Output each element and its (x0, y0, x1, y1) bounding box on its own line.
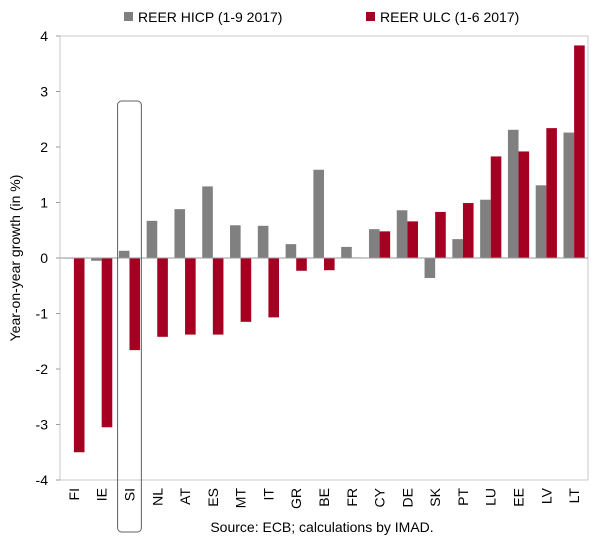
x-tick-label-fr: FR (344, 488, 360, 507)
x-tick-label-es: ES (205, 488, 221, 507)
x-tick-label-ie: IE (94, 488, 110, 501)
bar-hicp-ie (91, 258, 102, 261)
bar-hicp-be (313, 169, 324, 258)
legend-label-ulc: REER ULC (1-6 2017) (380, 9, 519, 25)
x-tick-label-pt: PT (455, 488, 471, 506)
bar-ulc-cy (379, 231, 391, 258)
bar-ulc-at (185, 258, 196, 335)
x-tick-label-mt: MT (233, 488, 249, 509)
bar-hicp-fr (341, 246, 352, 258)
x-tick-label-be: BE (316, 488, 332, 507)
bar-ulc-fi (73, 258, 85, 453)
bar-hicp-it (257, 225, 269, 258)
bar-ulc-sk (435, 211, 446, 258)
x-tick-label-sk: SK (427, 487, 443, 506)
bar-ulc-gr (296, 258, 307, 271)
bar-hicp-gr (285, 244, 297, 258)
bar-ulc-be (324, 258, 335, 271)
bar-hicp-es (202, 186, 213, 258)
x-tick-label-it: IT (260, 488, 276, 501)
y-tick-label: -2 (36, 361, 49, 377)
y-tick-label: -1 (36, 306, 49, 322)
bar-hicp-lu (480, 199, 491, 258)
bar-ulc-nl (157, 258, 168, 337)
bar-ulc-mt (240, 258, 252, 322)
source-note: Source: ECB; calculations by IMAD. (210, 519, 433, 535)
x-tick-label-lv: LV (538, 487, 554, 504)
bars (63, 45, 585, 453)
bar-hicp-at (174, 209, 186, 258)
legend-swatch-ulc (366, 12, 375, 21)
bar-hicp-cy (368, 229, 380, 258)
legend-label-hicp: REER HICP (1-9 2017) (138, 9, 282, 25)
bar-hicp-sk (424, 258, 436, 278)
bar-ulc-de (407, 221, 418, 258)
bar-ulc-si (129, 258, 141, 351)
bar-ulc-es (212, 258, 224, 335)
x-tick-label-lt: LT (566, 488, 582, 504)
bar-ulc-lt (574, 45, 585, 259)
bar-hicp-pt (452, 239, 463, 258)
x-tick-label-si: SI (121, 488, 137, 501)
bar-hicp-mt (230, 225, 241, 258)
legend: REER HICP (1-9 2017) REER ULC (1-6 2017) (124, 9, 519, 25)
x-tick-label-ee: EE (511, 488, 527, 507)
x-tick-label-gr: GR (288, 488, 304, 509)
bar-ulc-ee (518, 151, 530, 258)
x-tick-label-cy: CY (372, 487, 388, 507)
y-axis-label: Year-on-year growth (in %) (7, 175, 23, 342)
bar-hicp-lv (535, 185, 547, 258)
y-tick-label: -3 (36, 417, 49, 433)
bar-ulc-it (268, 258, 280, 318)
y-tick-label: 3 (40, 84, 48, 100)
x-tick-label-de: DE (399, 488, 415, 507)
x-tick-label-at: AT (177, 488, 193, 505)
y-tick-label: 0 (40, 250, 48, 266)
bar-ulc-lv (546, 128, 557, 258)
y-tick-label: 2 (40, 139, 48, 155)
bar-ulc-pt (462, 203, 474, 258)
x-tick-label-nl: NL (149, 488, 165, 506)
x-tick-label-lu: LU (483, 488, 499, 506)
y-axis-ticks: 4 3 2 1 0 -1 -2 -3 -4 (36, 28, 60, 488)
y-tick-label: 1 (40, 195, 48, 211)
highlight-box-si (117, 100, 142, 533)
bar-hicp-de (396, 210, 408, 258)
bar-ulc-ie (101, 258, 113, 428)
bar-hicp-ee (507, 129, 519, 258)
bar-hicp-lt (563, 132, 575, 258)
y-tick-label: 4 (40, 28, 48, 44)
bar-hicp-si (118, 250, 130, 258)
x-tick-label-fi: FI (66, 488, 82, 500)
bar-ulc-lu (490, 156, 502, 258)
y-tick-label: -4 (36, 472, 49, 488)
x-axis-ticks: FI IE SI NL AT ES MT IT GR BE FR CY DE SK PT LU EE LV LT (66, 487, 582, 509)
bar-hicp-nl (146, 220, 158, 258)
legend-swatch-hicp (124, 12, 133, 21)
